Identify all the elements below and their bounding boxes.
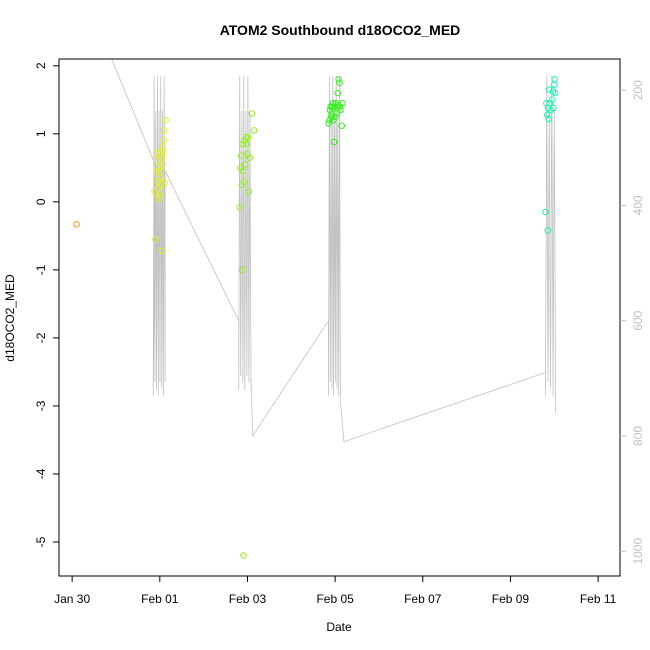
x-axis: Jan 30 Feb 01 Feb 03 Feb 05 Feb 07 Feb 09 Feb …	[54, 576, 617, 606]
y-axis-label: d18OCO2_MED	[3, 274, 17, 362]
data-point	[543, 111, 551, 119]
data-point	[241, 137, 248, 144]
y2-axis: 200 400 600 800 1000	[620, 80, 645, 565]
y2-tick-label: 1000	[631, 538, 645, 565]
data-point	[243, 140, 250, 148]
data-point	[330, 138, 338, 146]
data-point	[239, 140, 246, 148]
x-tick-label: Feb 11	[580, 592, 617, 606]
data-point	[550, 104, 557, 112]
data-point	[238, 152, 245, 159]
data-point	[546, 99, 554, 107]
data-point	[159, 144, 166, 151]
data-point	[335, 76, 342, 83]
data-point	[244, 150, 251, 158]
data-point	[544, 227, 552, 234]
data-point	[332, 99, 340, 107]
data-point	[242, 133, 250, 141]
y-tick-label: -3	[34, 400, 48, 411]
x-tick-label: Feb 01	[141, 592, 179, 606]
data-point	[334, 89, 342, 97]
data-point	[236, 204, 243, 211]
x-axis-label: Date	[326, 620, 352, 634]
data-point	[160, 137, 167, 144]
x-tick-label: Feb 05	[316, 592, 354, 606]
data-points	[73, 76, 559, 559]
data-point	[156, 174, 164, 182]
plot-frame	[58, 58, 621, 577]
altitude-trace	[111, 58, 556, 443]
y-tick-label: 2	[34, 62, 48, 69]
data-point	[545, 86, 553, 93]
data-point	[327, 113, 335, 121]
data-point	[151, 188, 158, 195]
y2-tick-label: 600	[631, 310, 645, 330]
data-point	[158, 247, 165, 255]
data-point	[248, 110, 256, 117]
x-tick-label: Feb 03	[229, 592, 267, 606]
data-point	[242, 161, 249, 168]
data-point	[325, 120, 332, 127]
data-point	[162, 116, 169, 124]
y-tick-label: -1	[34, 264, 48, 275]
data-point	[160, 127, 168, 134]
x-tick-label: Feb 07	[404, 592, 442, 606]
data-point	[245, 188, 253, 195]
data-point	[548, 96, 556, 104]
y-tick-label: 1	[34, 130, 48, 137]
chart-title: ATOM2 Southbound d18OCO2_MED	[220, 22, 461, 38]
data-point	[339, 99, 346, 107]
y-tick-label: -5	[34, 536, 48, 547]
data-point	[157, 181, 164, 189]
data-point	[545, 115, 552, 123]
data-point	[338, 122, 346, 129]
data-point	[240, 552, 247, 559]
data-point	[551, 81, 558, 89]
data-point	[337, 106, 344, 114]
data-point	[551, 76, 559, 83]
y2-tick-label: 800	[631, 426, 645, 446]
data-point	[336, 79, 343, 87]
altitude-trace-line	[111, 58, 556, 443]
data-point	[244, 133, 252, 141]
data-point	[238, 266, 246, 274]
data-point	[157, 167, 165, 175]
data-point	[246, 154, 253, 161]
data-point	[153, 149, 160, 157]
y-tick-label: -4	[34, 468, 48, 479]
y-tick-label: -2	[34, 332, 48, 343]
data-point	[238, 181, 246, 189]
data-point	[159, 161, 167, 168]
data-point	[327, 103, 335, 110]
y2-tick-label: 200	[631, 80, 645, 100]
data-point	[155, 157, 162, 165]
data-point	[156, 191, 164, 199]
data-point	[326, 116, 333, 124]
x-tick-label: Feb 09	[492, 592, 530, 606]
data-point	[161, 179, 168, 187]
data-point	[551, 89, 559, 97]
data-point	[156, 164, 163, 172]
data-point	[239, 167, 247, 175]
data-point	[158, 154, 166, 161]
y2-tick-label: 400	[631, 195, 645, 215]
data-point	[160, 147, 167, 155]
x-tick-label: Jan 30	[54, 592, 90, 606]
data-point	[73, 221, 80, 228]
data-point	[155, 195, 163, 202]
y-axis: 2 1 0 -1 -2 -3 -4 -5	[34, 62, 59, 547]
y-tick-label: 0	[34, 198, 48, 205]
data-point	[328, 110, 335, 117]
data-point	[331, 113, 339, 121]
data-point	[250, 127, 258, 134]
data-point	[152, 236, 159, 243]
data-point	[330, 116, 337, 124]
data-point	[542, 208, 549, 216]
data-point	[240, 178, 248, 185]
